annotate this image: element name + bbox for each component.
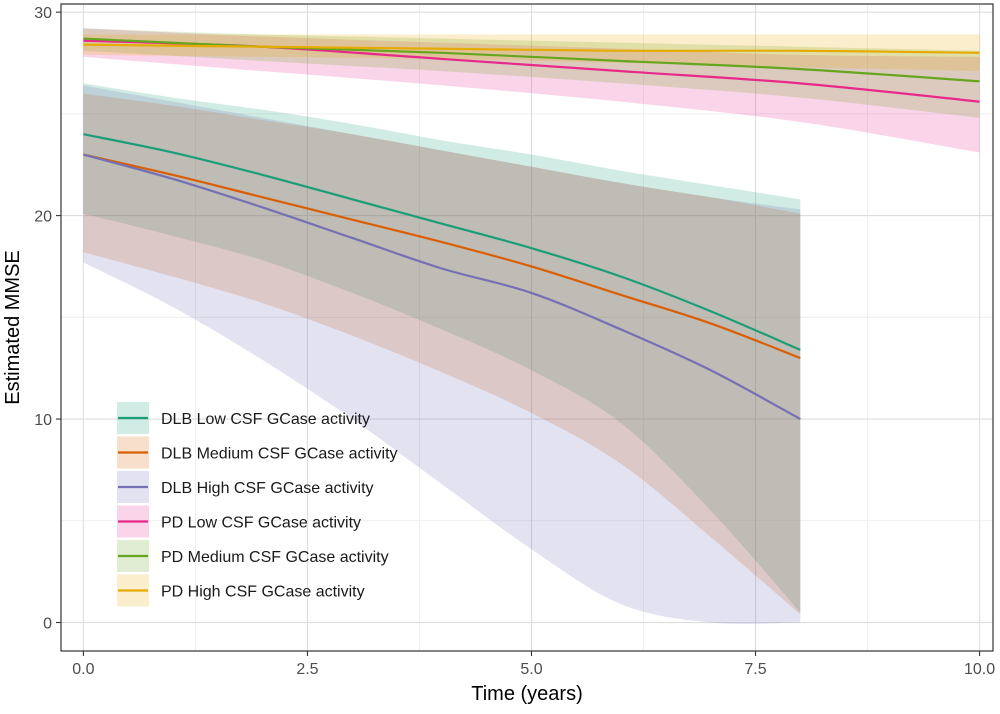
x-tick-label: 2.5 xyxy=(296,661,318,678)
y-tick-label: 0 xyxy=(43,616,52,633)
panel-border xyxy=(60,3,994,652)
x-tick-label: 5.0 xyxy=(520,661,542,678)
legend-label: PD High CSF GCase activity xyxy=(161,584,365,601)
legend-label: DLB High CSF GCase activity xyxy=(161,480,374,497)
legend-item-5: PD Medium CSF GCase activity xyxy=(117,540,389,572)
legend-label: DLB Low CSF GCase activity xyxy=(161,411,370,428)
confidence-band-6 xyxy=(83,34,980,72)
y-tick-label: 20 xyxy=(34,209,52,226)
y-tick-label: 30 xyxy=(34,5,52,22)
legend-item-3: DLB High CSF GCase activity xyxy=(117,471,374,503)
legend-item-1: DLB Low CSF GCase activity xyxy=(117,402,370,434)
confidence-band-4 xyxy=(83,28,980,153)
series-line-1 xyxy=(83,133,801,351)
x-axis-ticks: 0.0 2.5 5.0 7.5 10.0 xyxy=(72,651,995,678)
x-tick-label: 0.0 xyxy=(72,661,94,678)
y-axis-ticks: 0 10 20 30 xyxy=(34,5,61,633)
confidence-band-2 xyxy=(83,93,801,615)
series-lines xyxy=(83,37,980,421)
confidence-band-1 xyxy=(83,83,801,613)
minor-grid xyxy=(61,4,993,651)
x-axis-title: Time (years) xyxy=(471,683,582,705)
y-axis-title: Estimated MMSE xyxy=(2,250,24,404)
series-line-2 xyxy=(83,153,801,360)
legend: DLB Low CSF GCase activity DLB Medium CSF… xyxy=(117,402,398,607)
legend-label: PD Medium CSF GCase activity xyxy=(161,549,389,566)
x-tick-label: 10.0 xyxy=(964,661,995,678)
confidence-bands xyxy=(83,28,980,624)
major-grid xyxy=(61,4,993,651)
legend-label: DLB Medium CSF GCase activity xyxy=(161,446,398,463)
legend-label: PD Low CSF GCase activity xyxy=(161,515,361,532)
x-tick-label: 7.5 xyxy=(744,661,766,678)
confidence-band-3 xyxy=(83,85,801,624)
legend-item-2: DLB Medium CSF GCase activity xyxy=(117,436,398,469)
y-tick-label: 10 xyxy=(34,412,52,429)
series-line-6 xyxy=(83,43,980,54)
legend-item-6: PD High CSF GCase activity xyxy=(117,574,365,607)
legend-item-4: PD Low CSF GCase activity xyxy=(117,505,361,538)
series-line-3 xyxy=(83,153,801,421)
